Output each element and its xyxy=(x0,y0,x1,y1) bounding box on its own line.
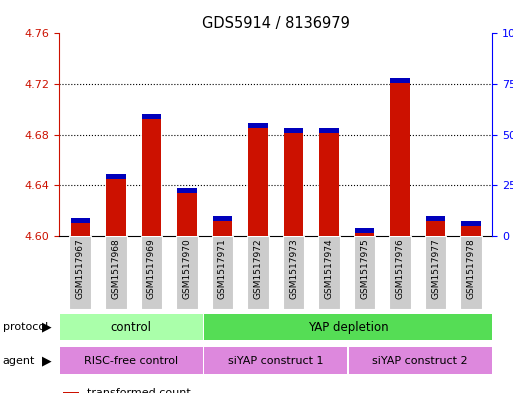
Bar xyxy=(177,193,196,236)
Bar xyxy=(319,128,339,133)
Bar xyxy=(426,220,445,236)
FancyBboxPatch shape xyxy=(354,236,376,309)
Text: agent: agent xyxy=(3,356,35,365)
Bar xyxy=(142,114,161,119)
Text: protocol: protocol xyxy=(3,322,48,332)
FancyBboxPatch shape xyxy=(389,236,411,309)
Bar xyxy=(142,119,161,236)
Bar xyxy=(461,220,481,226)
FancyBboxPatch shape xyxy=(176,236,198,309)
Bar xyxy=(461,226,481,236)
Title: GDS5914 / 8136979: GDS5914 / 8136979 xyxy=(202,16,350,31)
Text: siYAP construct 1: siYAP construct 1 xyxy=(228,356,324,365)
Text: ▶: ▶ xyxy=(43,354,52,367)
Text: GSM1517967: GSM1517967 xyxy=(76,238,85,299)
FancyBboxPatch shape xyxy=(460,236,482,309)
Bar xyxy=(106,179,126,236)
FancyBboxPatch shape xyxy=(141,236,162,309)
Text: GSM1517975: GSM1517975 xyxy=(360,238,369,299)
Text: GSM1517974: GSM1517974 xyxy=(325,238,333,299)
Bar xyxy=(284,128,303,133)
Text: GSM1517976: GSM1517976 xyxy=(396,238,405,299)
FancyBboxPatch shape xyxy=(349,347,492,374)
Text: GSM1517969: GSM1517969 xyxy=(147,238,156,299)
Bar xyxy=(177,188,196,193)
Text: GSM1517968: GSM1517968 xyxy=(111,238,121,299)
FancyBboxPatch shape xyxy=(69,236,91,309)
Text: ▶: ▶ xyxy=(43,321,52,334)
Bar xyxy=(213,220,232,236)
Bar xyxy=(426,215,445,220)
Text: GSM1517972: GSM1517972 xyxy=(253,238,263,299)
Bar xyxy=(71,218,90,223)
Bar xyxy=(106,174,126,179)
Bar xyxy=(213,215,232,220)
Bar xyxy=(284,133,303,236)
Bar xyxy=(248,123,268,128)
Text: GSM1517971: GSM1517971 xyxy=(218,238,227,299)
Text: GSM1517970: GSM1517970 xyxy=(183,238,191,299)
FancyBboxPatch shape xyxy=(211,236,233,309)
FancyBboxPatch shape xyxy=(105,236,127,309)
FancyBboxPatch shape xyxy=(425,236,446,309)
Text: GSM1517977: GSM1517977 xyxy=(431,238,440,299)
FancyBboxPatch shape xyxy=(60,314,203,340)
FancyBboxPatch shape xyxy=(204,314,492,340)
Bar xyxy=(390,83,410,236)
Bar xyxy=(355,233,374,236)
Bar xyxy=(71,223,90,236)
Text: siYAP construct 2: siYAP construct 2 xyxy=(372,356,468,365)
Bar xyxy=(248,128,268,236)
FancyBboxPatch shape xyxy=(283,236,304,309)
FancyBboxPatch shape xyxy=(204,347,347,374)
Text: YAP depletion: YAP depletion xyxy=(308,321,388,334)
Bar xyxy=(355,228,374,233)
Text: control: control xyxy=(111,321,152,334)
Text: GSM1517978: GSM1517978 xyxy=(467,238,476,299)
Text: transformed count: transformed count xyxy=(87,388,191,393)
FancyBboxPatch shape xyxy=(247,236,269,309)
FancyBboxPatch shape xyxy=(318,236,340,309)
Text: GSM1517973: GSM1517973 xyxy=(289,238,298,299)
Bar xyxy=(319,133,339,236)
Bar xyxy=(390,78,410,83)
FancyBboxPatch shape xyxy=(60,347,203,374)
Bar xyxy=(63,392,78,393)
Text: RISC-free control: RISC-free control xyxy=(84,356,179,365)
